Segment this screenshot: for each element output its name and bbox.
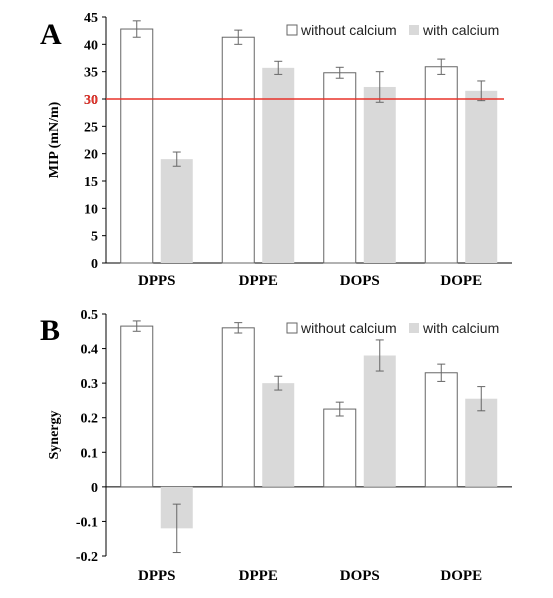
bar-without-calcium (221, 327, 255, 488)
panel-label: A (40, 18, 62, 51)
legend-swatch-without-calcium (286, 322, 298, 334)
y-tick-label: 0 (91, 481, 98, 496)
y-tick-label: -0.2 (76, 550, 98, 565)
panel-label: B (40, 314, 60, 347)
bar-without-calcium (221, 36, 255, 264)
bar-with-calcium (160, 159, 193, 263)
panel-b-synergy-chart: -0.2 -0.1 0 0.1 0.2 0.3 0.4 0.5 Synergy B DPPS DPPE… (40, 308, 512, 584)
bar-without-calcium (120, 325, 154, 488)
category-label: DOPE (440, 273, 482, 289)
bar-with-calcium (262, 383, 295, 487)
y-tick-label: 35 (84, 66, 98, 81)
category-label: DOPS (340, 273, 380, 289)
category-label: DOPE (440, 568, 482, 584)
legend-label: with calcium (422, 320, 499, 336)
y-axis-label: MIP (mN/m) (47, 101, 62, 178)
y-tick-label: -0.1 (76, 515, 98, 530)
y-tick-label: 5 (91, 230, 98, 245)
legend-label: without calcium (300, 320, 397, 336)
y-axis-label: Synergy (47, 411, 62, 460)
bar-with-calcium (363, 355, 396, 487)
legend-label: without calcium (300, 22, 397, 38)
y-tick-label: 20 (84, 148, 98, 163)
y-tick-label: 0.2 (81, 412, 99, 427)
category-label: DPPE (239, 273, 278, 289)
y-tick-label: 40 (84, 38, 98, 53)
bar-without-calcium (323, 72, 357, 264)
bar-with-calcium (363, 86, 396, 264)
y-tick-label: 45 (84, 11, 98, 26)
y-tick-label: 0.1 (81, 446, 99, 461)
category-label: DPPS (138, 568, 176, 584)
category-label: DPPS (138, 273, 176, 289)
category-label: DOPS (340, 568, 380, 584)
y-tick-label: 0.3 (81, 377, 99, 392)
panel-a-mip-chart: 0 5 10 15 20 25 30 35 40 45 MIP (mN/m) A DPPS DPPE DOP… (40, 11, 512, 289)
category-label: DPPE (239, 568, 278, 584)
reference-line-label: 30 (84, 93, 98, 108)
y-tick-label: 0 (91, 257, 98, 272)
bar-without-calcium (323, 408, 357, 488)
y-tick-label: 0.5 (81, 308, 99, 323)
bar-with-calcium (262, 67, 295, 263)
bar-without-calcium (424, 66, 458, 264)
legend-swatch-without-calcium (286, 24, 298, 36)
legend-swatch-with-calcium (409, 323, 419, 333)
y-tick-label: 15 (84, 175, 98, 190)
bar-with-calcium (465, 398, 498, 487)
bar-without-calcium (424, 372, 458, 488)
bar-without-calcium (120, 28, 154, 264)
y-tick-label: 25 (84, 120, 98, 135)
legend-label: with calcium (422, 22, 499, 38)
y-tick-label: 30 (84, 93, 98, 108)
y-tick-label: 10 (84, 202, 98, 217)
legend-swatch-with-calcium (409, 25, 419, 35)
y-tick-label: 0.4 (81, 343, 99, 358)
bar-with-calcium (465, 90, 498, 263)
